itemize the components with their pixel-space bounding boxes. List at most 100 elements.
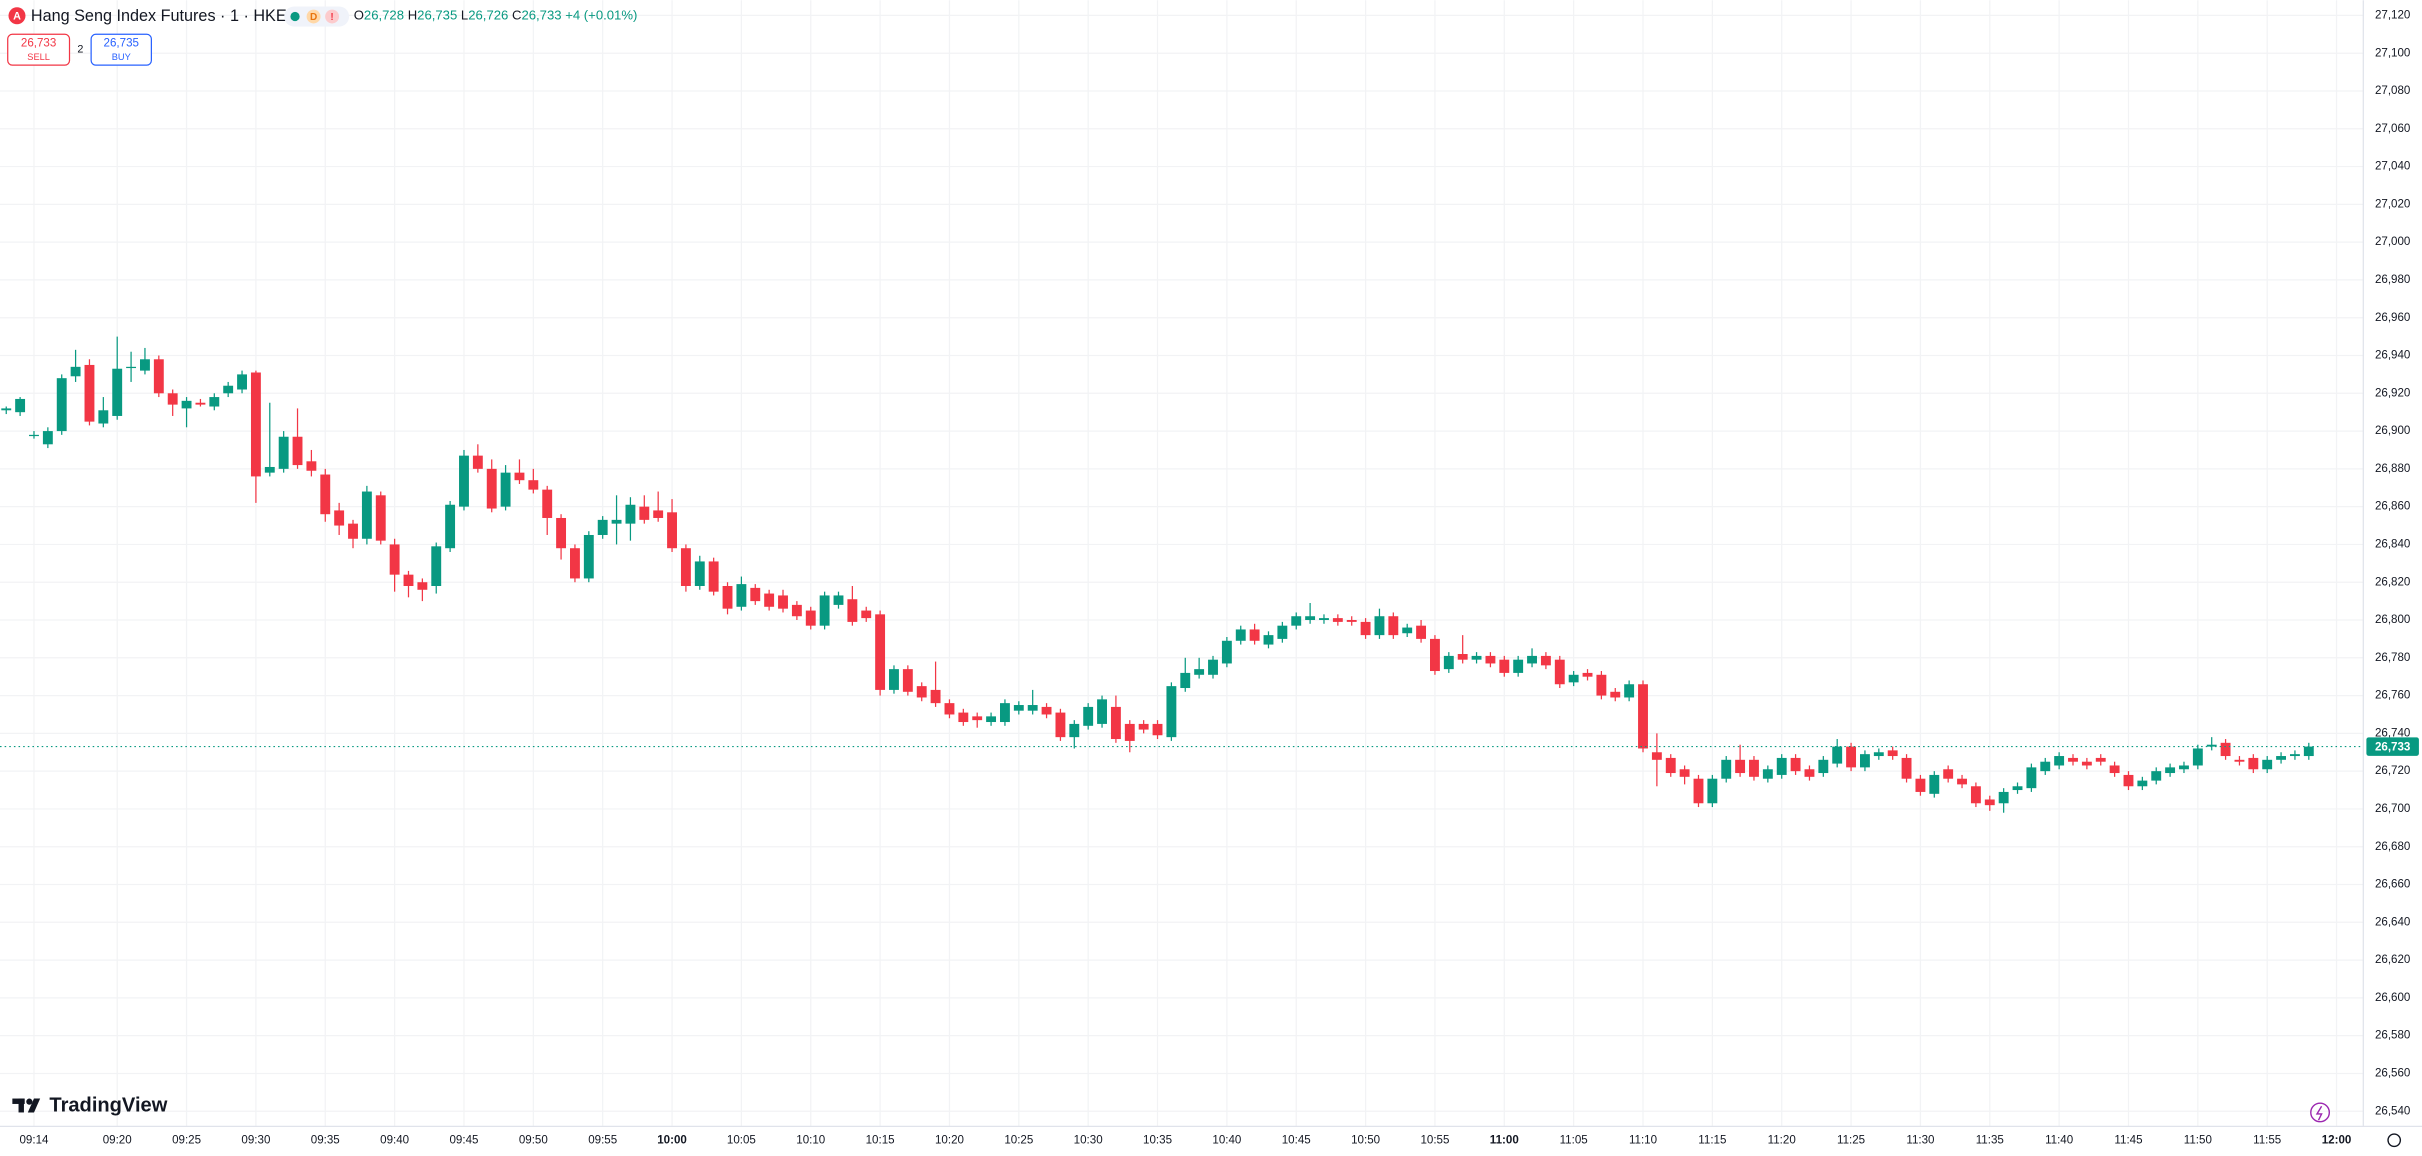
x-tick-label: 11:50 (2184, 1134, 2212, 1146)
candle-body (1152, 723, 1163, 736)
candle-body (2081, 761, 2092, 766)
candle-body (348, 523, 358, 539)
candle-body (403, 574, 414, 586)
candle-body (1485, 655, 1496, 664)
candle-body (209, 397, 220, 407)
candle-body (1943, 769, 1954, 779)
candle-body (861, 610, 872, 619)
candle-body (1859, 754, 1870, 768)
candle-body (708, 561, 719, 592)
low-value: 26,726 (468, 8, 508, 23)
high-value: 26,735 (417, 8, 457, 23)
symbol-icon[interactable] (8, 7, 26, 25)
candle-body (1762, 769, 1773, 779)
y-tick-label: 26,640 (2375, 916, 2410, 928)
candle-body (2262, 759, 2273, 770)
candle-body (639, 506, 650, 520)
candle-body (1471, 655, 1482, 660)
y-tick-label: 26,700 (2375, 803, 2410, 815)
x-tick-label: 10:10 (796, 1134, 825, 1146)
x-tick-label: 09:25 (172, 1134, 201, 1146)
candle-body (1818, 759, 1829, 774)
candle-body (1679, 769, 1690, 777)
candle-body (431, 546, 442, 586)
candle-body (1749, 759, 1759, 777)
candle-body (1651, 752, 1662, 760)
lightning-button[interactable] (2310, 1102, 2331, 1123)
candle-body (722, 585, 733, 609)
candle-body (1291, 616, 1302, 626)
candle-body (1610, 691, 1621, 698)
candle-body (1180, 672, 1191, 689)
candle-body (375, 495, 386, 541)
candle-body (306, 461, 317, 471)
candle-body (84, 364, 95, 422)
spread: 2 (77, 44, 83, 56)
candle-body (1998, 791, 2009, 804)
symbol-title[interactable]: Hang Seng Index Futures · 1 · HKEX (31, 7, 298, 25)
candle-body (611, 519, 622, 524)
candle-body (445, 504, 456, 549)
logo-text[interactable]: TradingView (49, 1095, 167, 1117)
y-tick-label: 26,760 (2375, 690, 2410, 702)
candle-body (486, 468, 497, 509)
candle-body (1346, 620, 1357, 622)
open-label: O (354, 8, 364, 23)
candle-body (1249, 629, 1260, 641)
candle-body (1221, 640, 1232, 664)
candle-body (1832, 746, 1843, 764)
candle-body (1665, 757, 1676, 774)
candle-body (1693, 778, 1704, 804)
x-tick-label: 11:55 (2253, 1134, 2281, 1146)
candle-body (2123, 774, 2134, 787)
settings-button[interactable] (2387, 1133, 2402, 1148)
candle-body (2276, 756, 2287, 760)
y-tick-label: 26,820 (2375, 576, 2410, 588)
candles (0, 336, 2364, 813)
high-label: H (408, 8, 417, 23)
candle-body (264, 466, 275, 473)
candle-body (1041, 706, 1052, 715)
candle-body (167, 393, 178, 405)
candle-body (1388, 616, 1399, 636)
candle-body (320, 474, 331, 515)
x-tick-label: 11:25 (1837, 1134, 1865, 1146)
x-tick-label: 09:20 (103, 1134, 132, 1146)
candle-body (972, 716, 983, 721)
candle-body (889, 669, 899, 690)
y-tick-label: 26,680 (2375, 841, 2410, 853)
candle-body (2289, 754, 2300, 757)
candle-body (1, 408, 12, 411)
buy-label: BUY (112, 52, 131, 62)
candle-body (1332, 618, 1343, 622)
buy-button[interactable] (90, 33, 152, 66)
candle-body (1319, 618, 1329, 621)
close-label: C (512, 8, 521, 23)
candle-body (1887, 750, 1898, 757)
sell-button[interactable] (7, 33, 71, 66)
candle-body (389, 544, 400, 575)
candle-body (1360, 621, 1371, 636)
candle-body (112, 368, 123, 416)
x-tick-label: 12:00 (2322, 1134, 2352, 1146)
candle-body (570, 548, 580, 579)
x-tick-label: 11:10 (1629, 1134, 1657, 1146)
x-tick-label: 10:20 (935, 1134, 964, 1146)
candle-body (764, 593, 775, 607)
last-price-tag (2366, 737, 2419, 756)
candle-body (1083, 706, 1094, 726)
candle-body (1263, 635, 1274, 645)
candle-body (653, 510, 664, 518)
candle-body (958, 712, 969, 723)
x-tick-label: 09:35 (311, 1134, 340, 1146)
candle-body (1790, 757, 1801, 772)
candle-body (778, 595, 788, 609)
y-tick-label: 26,940 (2375, 350, 2410, 362)
candle-body (278, 436, 289, 469)
candle-body (417, 582, 428, 590)
last-price-label: 26,733 (2375, 741, 2411, 753)
x-tick-label: 10:05 (727, 1134, 756, 1146)
candle-body (29, 434, 39, 437)
candle-body (1055, 712, 1066, 738)
low-label: L (461, 8, 468, 23)
